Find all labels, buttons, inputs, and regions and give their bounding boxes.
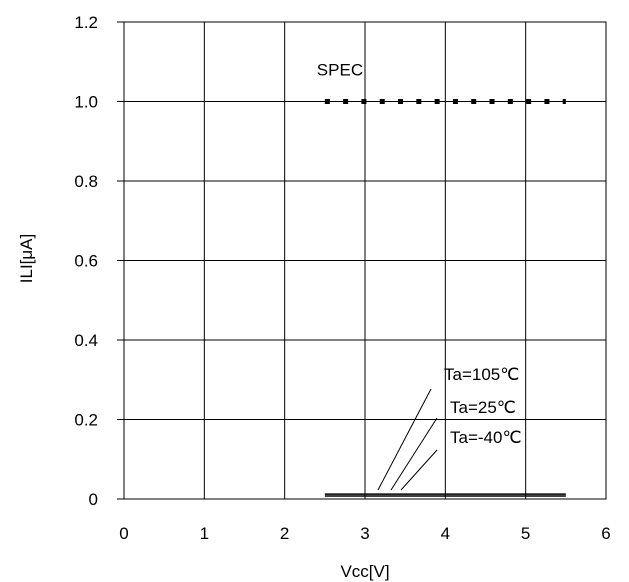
grid — [124, 22, 606, 499]
y-tick-label: 0.8 — [74, 172, 98, 191]
annotations: Ta=105℃ Ta=25℃ Ta=-40℃ — [377, 365, 522, 491]
y-tick-label: 0.6 — [74, 252, 98, 271]
y-tick-label: 1.0 — [74, 93, 98, 112]
x-tick-label: 5 — [521, 524, 530, 543]
ticks: 0 1 2 3 4 5 6 0 0.2 0.4 0.6 0.8 1.0 1.2 — [74, 13, 610, 543]
spec-label: SPEC — [317, 61, 363, 80]
x-tick-label: 6 — [601, 524, 610, 543]
y-axis-label: ILI[μA] — [17, 234, 36, 283]
series-label: Ta=105℃ — [444, 365, 519, 384]
y-tick-label: 0.2 — [74, 411, 98, 430]
leader-line — [400, 449, 438, 491]
series-label: Ta=25℃ — [450, 398, 516, 417]
x-tick-label: 1 — [200, 524, 209, 543]
x-tick-label: 2 — [280, 524, 289, 543]
x-axis-label: Vcc[V] — [340, 562, 389, 581]
y-tick-label: 0.4 — [74, 331, 98, 350]
spec-group: SPEC — [317, 61, 566, 104]
leader-line — [390, 417, 438, 491]
x-tick-label: 4 — [441, 524, 450, 543]
x-tick-label: 3 — [360, 524, 369, 543]
series-label: Ta=-40℃ — [450, 428, 522, 447]
y-tick-label: 0 — [89, 490, 98, 509]
x-tick-label: 0 — [119, 524, 128, 543]
y-tick-label: 1.2 — [74, 13, 98, 32]
series-group — [324, 493, 566, 497]
leader-line — [377, 388, 432, 491]
